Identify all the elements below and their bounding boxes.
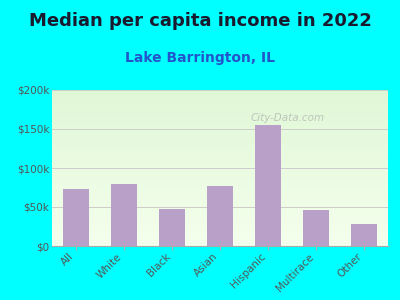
Text: Lake Barrington, IL: Lake Barrington, IL <box>125 51 275 65</box>
Bar <box>351 224 377 246</box>
Bar <box>207 186 233 246</box>
Bar <box>159 208 185 246</box>
Bar <box>63 189 89 246</box>
Text: Median per capita income in 2022: Median per capita income in 2022 <box>28 12 372 30</box>
Bar <box>255 125 281 246</box>
Text: City-Data.com: City-Data.com <box>250 113 324 123</box>
Bar <box>111 184 137 246</box>
Bar <box>303 210 329 246</box>
